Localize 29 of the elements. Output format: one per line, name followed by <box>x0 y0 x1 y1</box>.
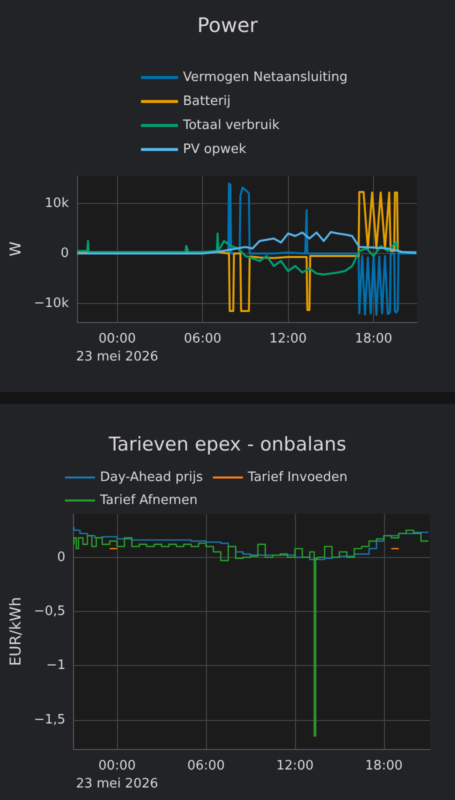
legend-label: Totaal verbruik <box>182 118 280 133</box>
y-tick-label: −0,5 <box>34 604 66 619</box>
x-tick-label: 00:00 23 mei 2026 <box>76 332 158 364</box>
y-axis-title: W <box>6 241 24 256</box>
legend-label: Vermogen Netaansluiting <box>183 70 348 85</box>
x-tick-label: 00:00 23 mei 2026 <box>76 758 158 792</box>
chart-title: Tarieven epex - onbalans <box>108 434 346 456</box>
line-series <box>76 231 418 254</box>
legend-label: Tarief Afnemen <box>99 493 198 508</box>
x-tick-label: 06:00 <box>187 758 225 774</box>
x-tick-label: 12:00 <box>276 758 314 774</box>
y-axis-title: EUR/kWh <box>6 597 24 666</box>
chart-title: Power <box>197 13 259 37</box>
x-tick-label: 12:00 <box>269 332 307 346</box>
legend-label: PV opwek <box>183 142 247 157</box>
x-tick-label: 18:00 <box>365 758 403 774</box>
x-tick-label: 18:00 <box>354 332 392 346</box>
line-series <box>227 182 418 316</box>
legend-label: Day-Ahead prijs <box>100 470 204 485</box>
y-tick-label: 0 <box>60 246 69 261</box>
legend-label: Batterij <box>183 94 231 109</box>
y-tick-label: −1 <box>46 658 66 674</box>
x-tick-label: 06:00 <box>184 332 222 346</box>
y-tick-label: −1,5 <box>34 712 66 728</box>
y-tick-label: 0 <box>57 550 66 565</box>
y-tick-label: 10k <box>44 196 70 211</box>
line-series <box>76 232 418 276</box>
y-tick-label: −10k <box>34 296 70 311</box>
legend-label: Tarief Invoeden <box>246 470 348 485</box>
